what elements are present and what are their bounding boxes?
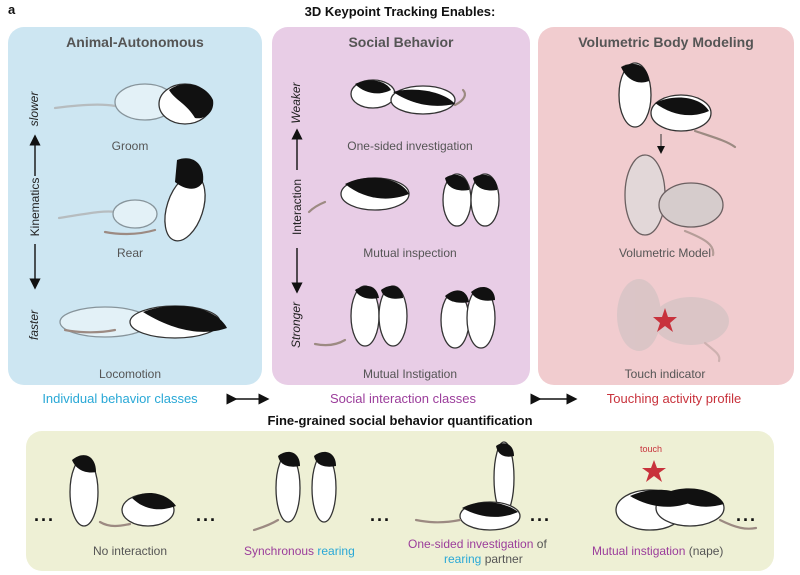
bottom-title: Fine-grained social behavior quantificat… bbox=[267, 413, 533, 428]
mutual-instigation-rats bbox=[313, 285, 496, 349]
caption-mutual-inspection: Mutual inspection bbox=[363, 246, 457, 260]
social-illustrations bbox=[307, 79, 500, 349]
rearing-word-2: rearing bbox=[444, 552, 482, 566]
nape-word: (nape) bbox=[688, 544, 724, 558]
mutual-instigation-nape-rats bbox=[615, 488, 758, 531]
caption-rear: Rear bbox=[116, 246, 143, 260]
mutual-inspection-rats bbox=[307, 173, 500, 227]
social-panel-title: Social Behavior bbox=[348, 34, 454, 50]
touch-star-icon-bottom bbox=[642, 460, 666, 482]
panel-label: a bbox=[8, 2, 16, 17]
ellipsis-3: ... bbox=[370, 505, 392, 525]
synchronous-rearing-rats bbox=[252, 451, 337, 532]
animal-illustrations bbox=[53, 83, 227, 339]
onesided-word: One-sided investigation bbox=[408, 537, 534, 551]
of-word: of bbox=[536, 537, 547, 551]
caption-groom: Groom bbox=[111, 139, 149, 153]
caption-one-sided-rearing: One-sided investigation of rearing partn… bbox=[408, 537, 547, 567]
volumetric-rats-top bbox=[618, 62, 737, 149]
partner-word: partner bbox=[484, 552, 523, 566]
caption-mutual-instigation: Mutual Instigation bbox=[362, 367, 458, 381]
caption-volumetric-model: Volumetric Model bbox=[618, 246, 712, 260]
touch-star-icon bbox=[653, 308, 677, 332]
caption-synchronous-rearing: Synchronous rearing bbox=[244, 544, 355, 558]
mutual-instigation-word: Mutual instigation bbox=[592, 544, 686, 558]
ellipsis-2: ... bbox=[196, 505, 218, 525]
touch-label: touch bbox=[640, 444, 663, 454]
fine-grained-illustrations bbox=[69, 441, 758, 532]
caption-locomotion: Locomotion bbox=[98, 367, 162, 381]
volumetric-model bbox=[624, 154, 724, 257]
rearing-word: rearing bbox=[317, 544, 355, 558]
ellipsis-1: ... bbox=[34, 505, 56, 525]
animal-panel-title: Animal-Autonomous bbox=[66, 34, 204, 50]
caption-mutual-instigation-nape: Mutual instigation (nape) bbox=[592, 544, 723, 558]
no-interaction-rats bbox=[69, 455, 176, 528]
sync-word: Synchronous bbox=[244, 544, 315, 558]
volumetric-illustrations bbox=[617, 62, 737, 363]
groom-rat-main bbox=[158, 83, 214, 125]
ellipsis-4: ... bbox=[530, 505, 552, 525]
caption-touch-indicator: Touch indicator bbox=[624, 367, 706, 381]
rear-rat-main bbox=[103, 158, 206, 242]
one-sided-rearing-rats bbox=[414, 441, 521, 531]
caption-one-sided: One-sided investigation bbox=[347, 139, 473, 153]
groom-rat bbox=[53, 83, 176, 121]
class-social: Social interaction classes bbox=[330, 391, 476, 406]
one-sided-rats bbox=[350, 79, 466, 115]
locomotion-rat-main bbox=[63, 305, 227, 339]
class-touching: Touching activity profile bbox=[606, 391, 742, 406]
main-title: 3D Keypoint Tracking Enables: bbox=[304, 4, 496, 19]
touch-indicator-model bbox=[617, 279, 729, 363]
rear-rat-ghost bbox=[57, 199, 158, 229]
ellipsis-5: ... bbox=[736, 505, 758, 525]
volumetric-panel-title: Volumetric Body Modeling bbox=[578, 34, 754, 50]
caption-no-interaction: No interaction bbox=[92, 544, 168, 558]
class-individual: Individual behavior classes bbox=[42, 391, 198, 406]
